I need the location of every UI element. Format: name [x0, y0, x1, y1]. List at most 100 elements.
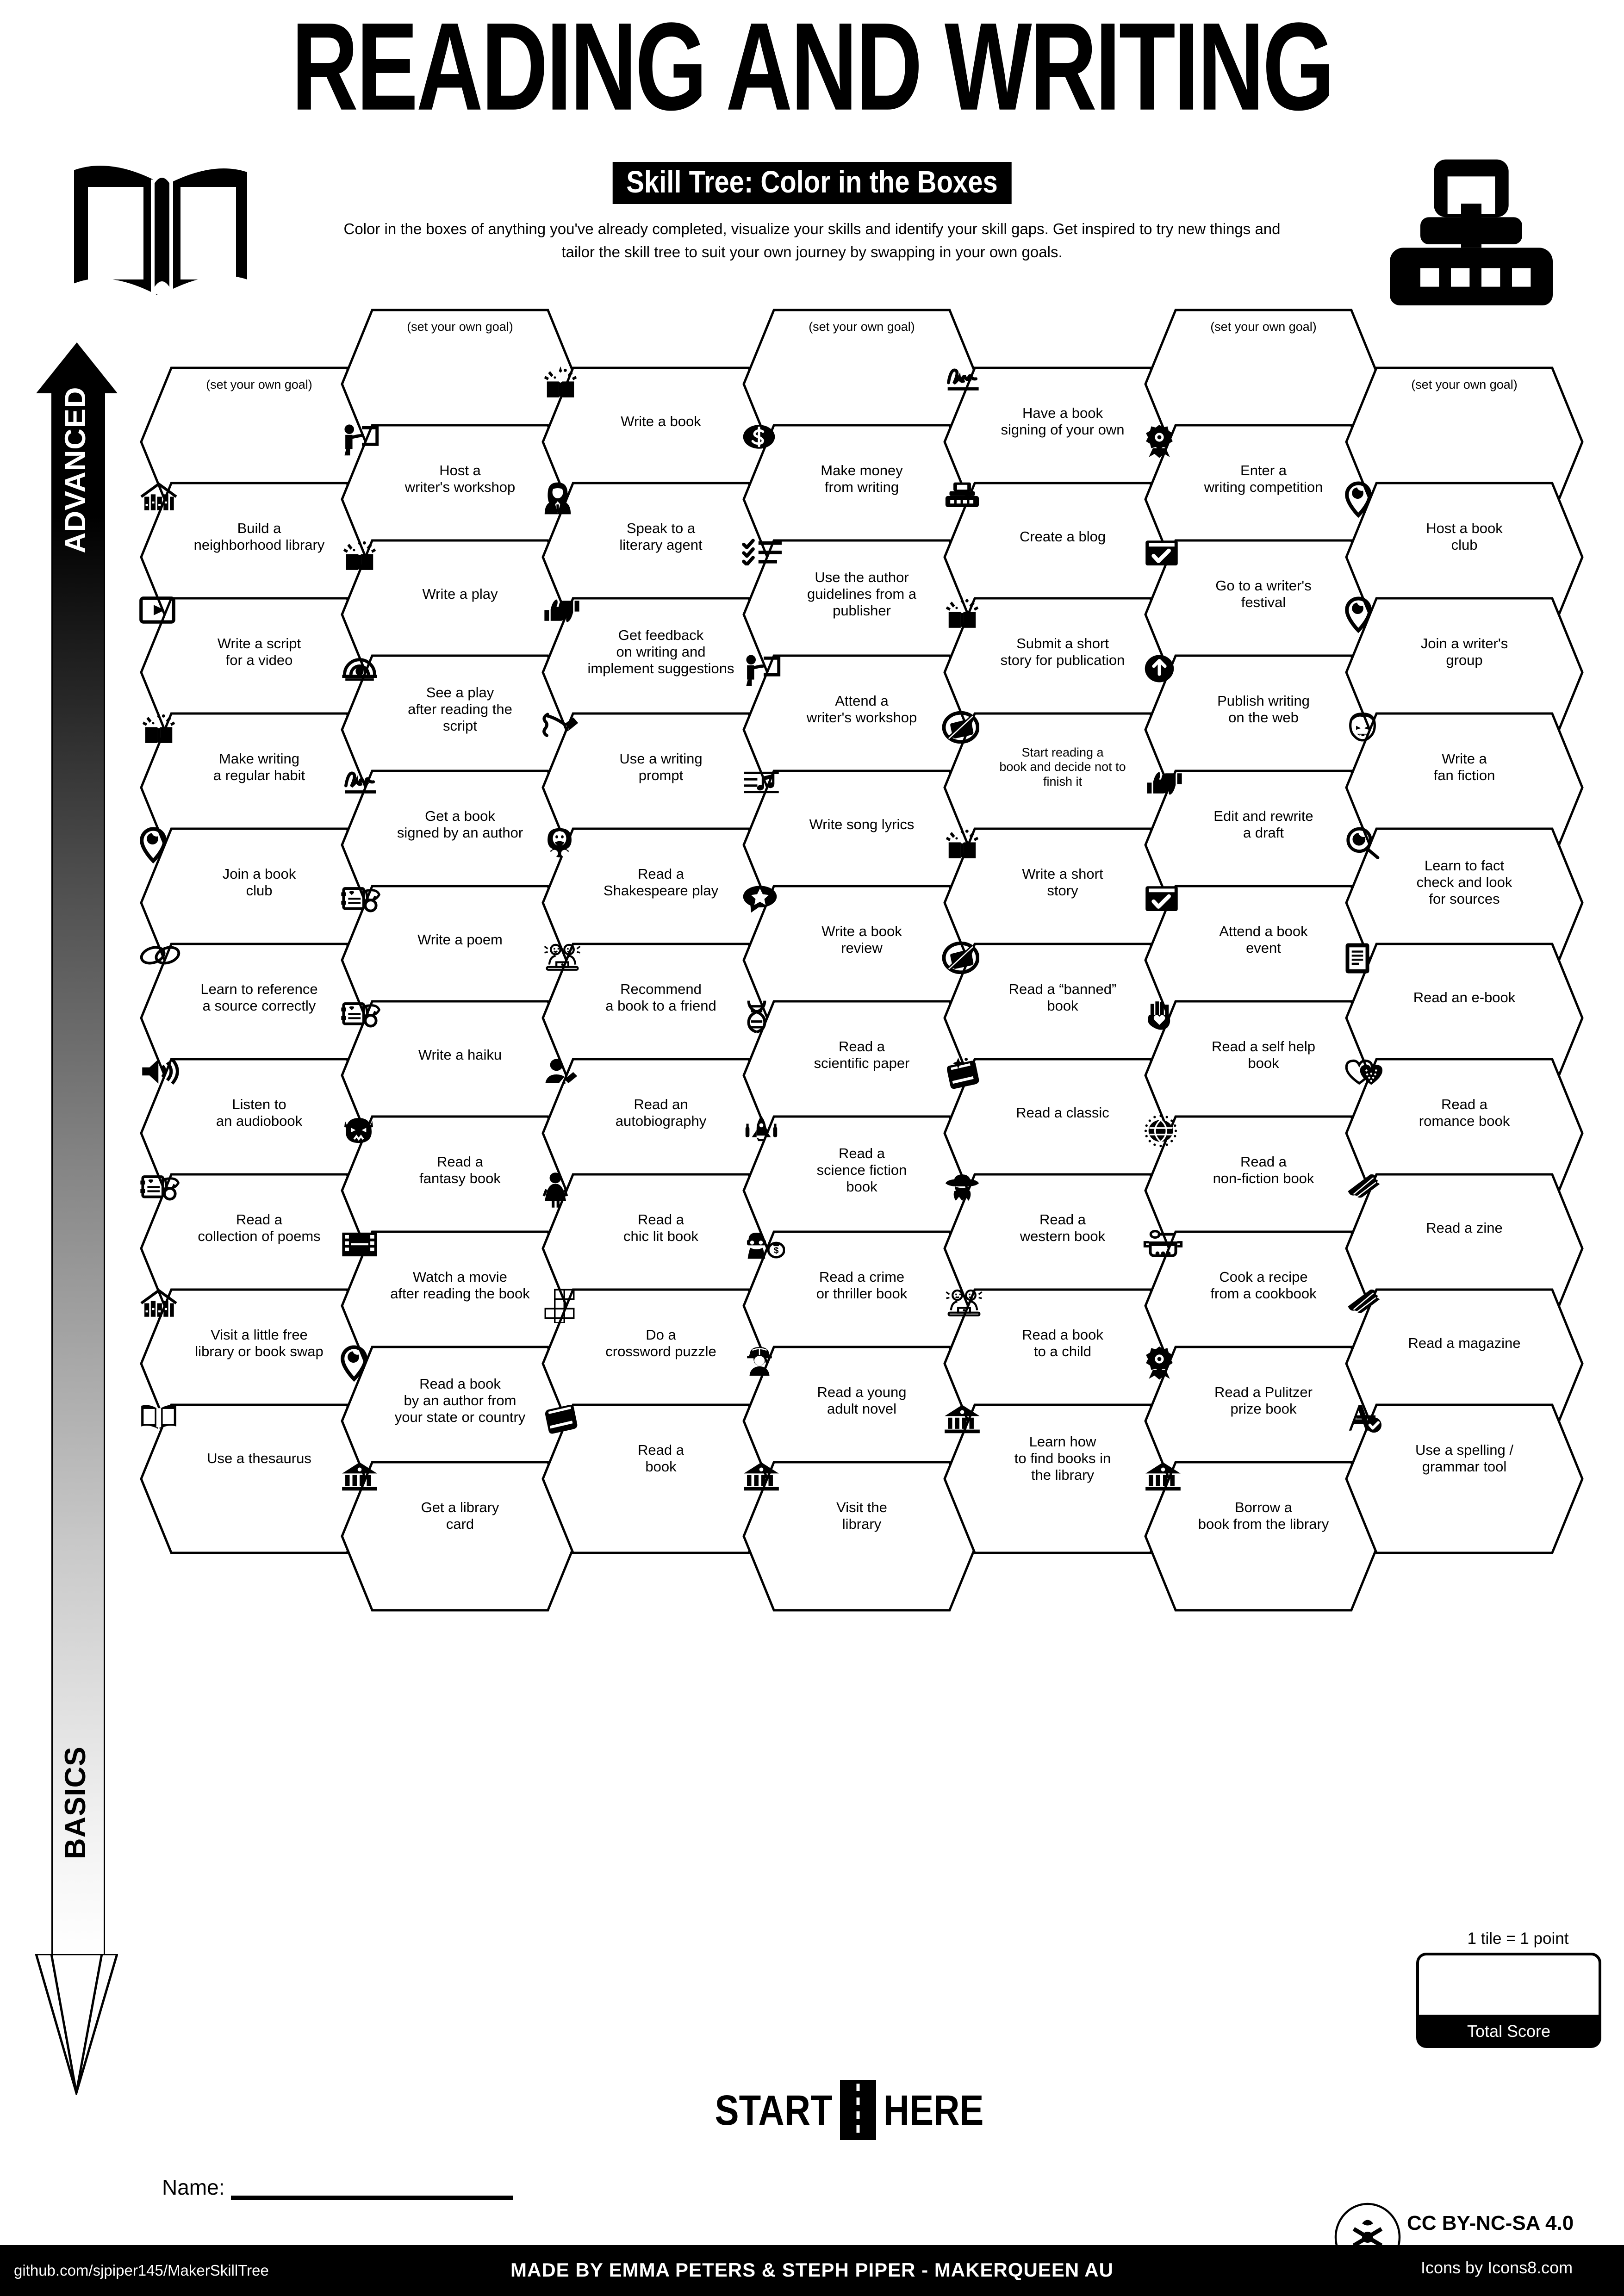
skill-tile[interactable]: Read a crime or thriller book $ — [741, 1229, 982, 1382]
skill-tile[interactable]: Write a poem — [340, 884, 580, 1036]
skill-tile-custom-goal[interactable]: (set your own goal) — [1143, 308, 1384, 460]
skill-tile[interactable]: Join a writer's group — [1344, 596, 1585, 749]
skill-tile[interactable]: Write a book review — [741, 884, 982, 1036]
skill-tile[interactable]: Attend a book event — [1143, 884, 1384, 1036]
skill-tile-label: Get a book signed by an author — [397, 808, 523, 841]
skill-tile-label: Write a book — [621, 413, 701, 430]
skill-tile[interactable]: Use a spelling / grammar tool — [1344, 1402, 1585, 1555]
page-footer: github.com/sjpiper145/MakerSkillTree MAD… — [0, 2245, 1624, 2296]
score-entry-area[interactable] — [1416, 1953, 1601, 2017]
skill-tile-label: Submit a short story for publication — [1000, 635, 1125, 668]
skill-tile[interactable]: Edit and rewrite a draft — [1143, 769, 1384, 921]
skill-tile-label: Have a book signing of your own — [1001, 405, 1125, 438]
skill-tile[interactable]: Listen to an audiobook — [139, 1057, 380, 1210]
location-pin-icon — [1345, 481, 1551, 594]
skill-tile-label: Join a writer's group — [1420, 635, 1508, 668]
rosette-icon — [1146, 1346, 1350, 1458]
presenter-icon — [344, 424, 547, 536]
typewriter-icon — [1383, 153, 1559, 307]
repo-link[interactable]: github.com/sjpiper145/MakerSkillTree — [14, 2262, 269, 2279]
skill-tile[interactable]: Write a fan fiction — [1344, 711, 1585, 864]
intro-blurb: Color in the boxes of anything you've al… — [343, 220, 1281, 261]
name-field[interactable]: Name: — [162, 2175, 514, 2200]
skill-tile[interactable]: Join a book club — [139, 826, 380, 979]
skill-tile[interactable]: Create a blog — [942, 481, 1183, 633]
skill-tile[interactable]: Read a zine — [1344, 1172, 1585, 1325]
skill-tile[interactable]: Read a book — [541, 1402, 781, 1555]
skill-tile-label: Write song lyrics — [809, 816, 915, 833]
skill-tile[interactable]: Cook a recipe from a cookbook — [1143, 1229, 1384, 1382]
skill-tile[interactable]: Recommend a book to a friend — [541, 942, 781, 1094]
skill-tile-label: Join a book club — [222, 866, 296, 899]
library-shelf-icon — [140, 482, 346, 594]
skill-tile-label: Read a Pulitzer prize book — [1214, 1384, 1313, 1417]
skill-tile-label: Write a poem — [417, 931, 503, 948]
sparkle-book-icon — [946, 1057, 1149, 1162]
two-people-laptop-icon — [544, 943, 747, 1055]
skill-tile[interactable]: Visit a little free library or book swap — [139, 1287, 380, 1440]
location-pin-icon — [1345, 596, 1551, 709]
skill-tile[interactable]: Use a thesaurus — [139, 1402, 380, 1555]
skill-tile[interactable]: Borrow a book from the library — [1143, 1460, 1384, 1613]
name-input-rule[interactable] — [231, 2194, 514, 2200]
skill-tile[interactable]: Get a library card — [340, 1460, 580, 1613]
skill-tile[interactable]: Use the author guidelines from a publisher — [741, 538, 982, 691]
subtitle-band: Skill Tree: Color in the Boxes — [612, 162, 1012, 204]
skill-tile[interactable]: Do a crossword puzzle — [541, 1287, 781, 1440]
skill-tile-label: Read a western book — [1020, 1211, 1106, 1244]
skill-tile[interactable]: Go to a writer's festival — [1143, 538, 1384, 691]
library-shelf-icon — [140, 1289, 346, 1401]
skill-tile[interactable]: Read a Pulitzer prize book — [1143, 1345, 1384, 1497]
skill-tile-label: Create a blog — [1019, 528, 1106, 545]
skill-tile-label: Read a self help book — [1211, 1038, 1316, 1071]
skill-tile[interactable]: Write a book — [541, 366, 781, 518]
skill-tile[interactable]: Read a book to a child — [942, 1287, 1183, 1440]
skill-tile[interactable]: Read a romance book — [1344, 1057, 1585, 1210]
skill-tile[interactable]: Visit the library — [741, 1460, 982, 1613]
skill-tile-label: Write a play — [422, 586, 498, 602]
bank-building-icon — [744, 1462, 948, 1573]
skill-tile[interactable]: Build a neighborhood library — [139, 481, 380, 633]
location-pin-icon — [140, 827, 346, 940]
skill-tile-label: Do a crossword puzzle — [605, 1327, 716, 1359]
total-score-box[interactable]: Total Score — [1416, 1953, 1601, 2048]
license-label: CC BY-NC-SA 4.0 — [1407, 2212, 1574, 2234]
skill-tile[interactable]: Host a book club — [1344, 481, 1585, 633]
skill-tile[interactable]: Submit a short story for publication — [942, 596, 1183, 749]
skill-tile[interactable]: Read a book by an author from your state o… — [340, 1345, 580, 1497]
pen-squiggle-icon — [542, 713, 747, 825]
skill-tile-label: Cook a recipe from a cookbook — [1210, 1269, 1317, 1302]
skill-tile[interactable]: Read a self help book — [1143, 999, 1384, 1152]
skill-tile[interactable]: Start reading a book and decide not to fin… — [942, 711, 1183, 864]
arrow-tail-icon — [35, 1954, 118, 2095]
name-label: Name: — [162, 2175, 225, 2199]
skill-tile[interactable]: Write a haiku — [340, 999, 580, 1152]
skill-tile[interactable]: Have a book signing of your own — [942, 366, 1183, 518]
skill-tile[interactable]: Attend a writer's workshop — [741, 653, 982, 806]
bank-building-icon — [1145, 1462, 1350, 1573]
skill-tile[interactable]: Read a “banned” book — [942, 942, 1183, 1094]
skill-tile[interactable]: Write a play — [340, 538, 580, 691]
skill-tile-label: Get feedback on writing and implement sugg… — [587, 627, 734, 676]
skill-tile[interactable]: Speak to a literary agent — [541, 481, 781, 633]
spaceship-icon — [745, 1116, 948, 1236]
skill-tile[interactable]: Write a short story — [942, 826, 1183, 979]
skill-tile[interactable]: Publish writing on the web — [1143, 653, 1384, 806]
page-title: READING AND WRITING — [291, 0, 1335, 137]
skill-tile[interactable]: Read a chic lit book — [541, 1172, 781, 1325]
skill-tile[interactable]: Learn how to find books in the library — [942, 1402, 1183, 1555]
skill-tile[interactable]: Read an autobiography — [541, 1057, 781, 1210]
a-check-icon — [1349, 1405, 1551, 1516]
video-play-icon — [139, 596, 346, 709]
skill-tile-label: Write a short story — [1022, 866, 1103, 899]
skill-tile[interactable]: Read a young adult novel — [741, 1345, 982, 1497]
skill-tile[interactable]: Read a Shakespeare play — [541, 826, 781, 979]
skill-tile[interactable]: Write a script for a video — [139, 596, 380, 749]
skill-tile-label: Read a book to a child — [1022, 1327, 1103, 1359]
skill-tile[interactable]: Learn to fact check and look for sources — [1344, 826, 1585, 979]
skill-tile-label: Host a book club — [1426, 520, 1503, 553]
skill-tile[interactable]: Make money from writing — [741, 423, 982, 576]
skill-tile[interactable]: Read a science fiction book — [741, 1114, 982, 1267]
woman-dress-icon — [542, 1173, 747, 1285]
skill-tile[interactable]: See a play after reading the script — [340, 653, 580, 806]
